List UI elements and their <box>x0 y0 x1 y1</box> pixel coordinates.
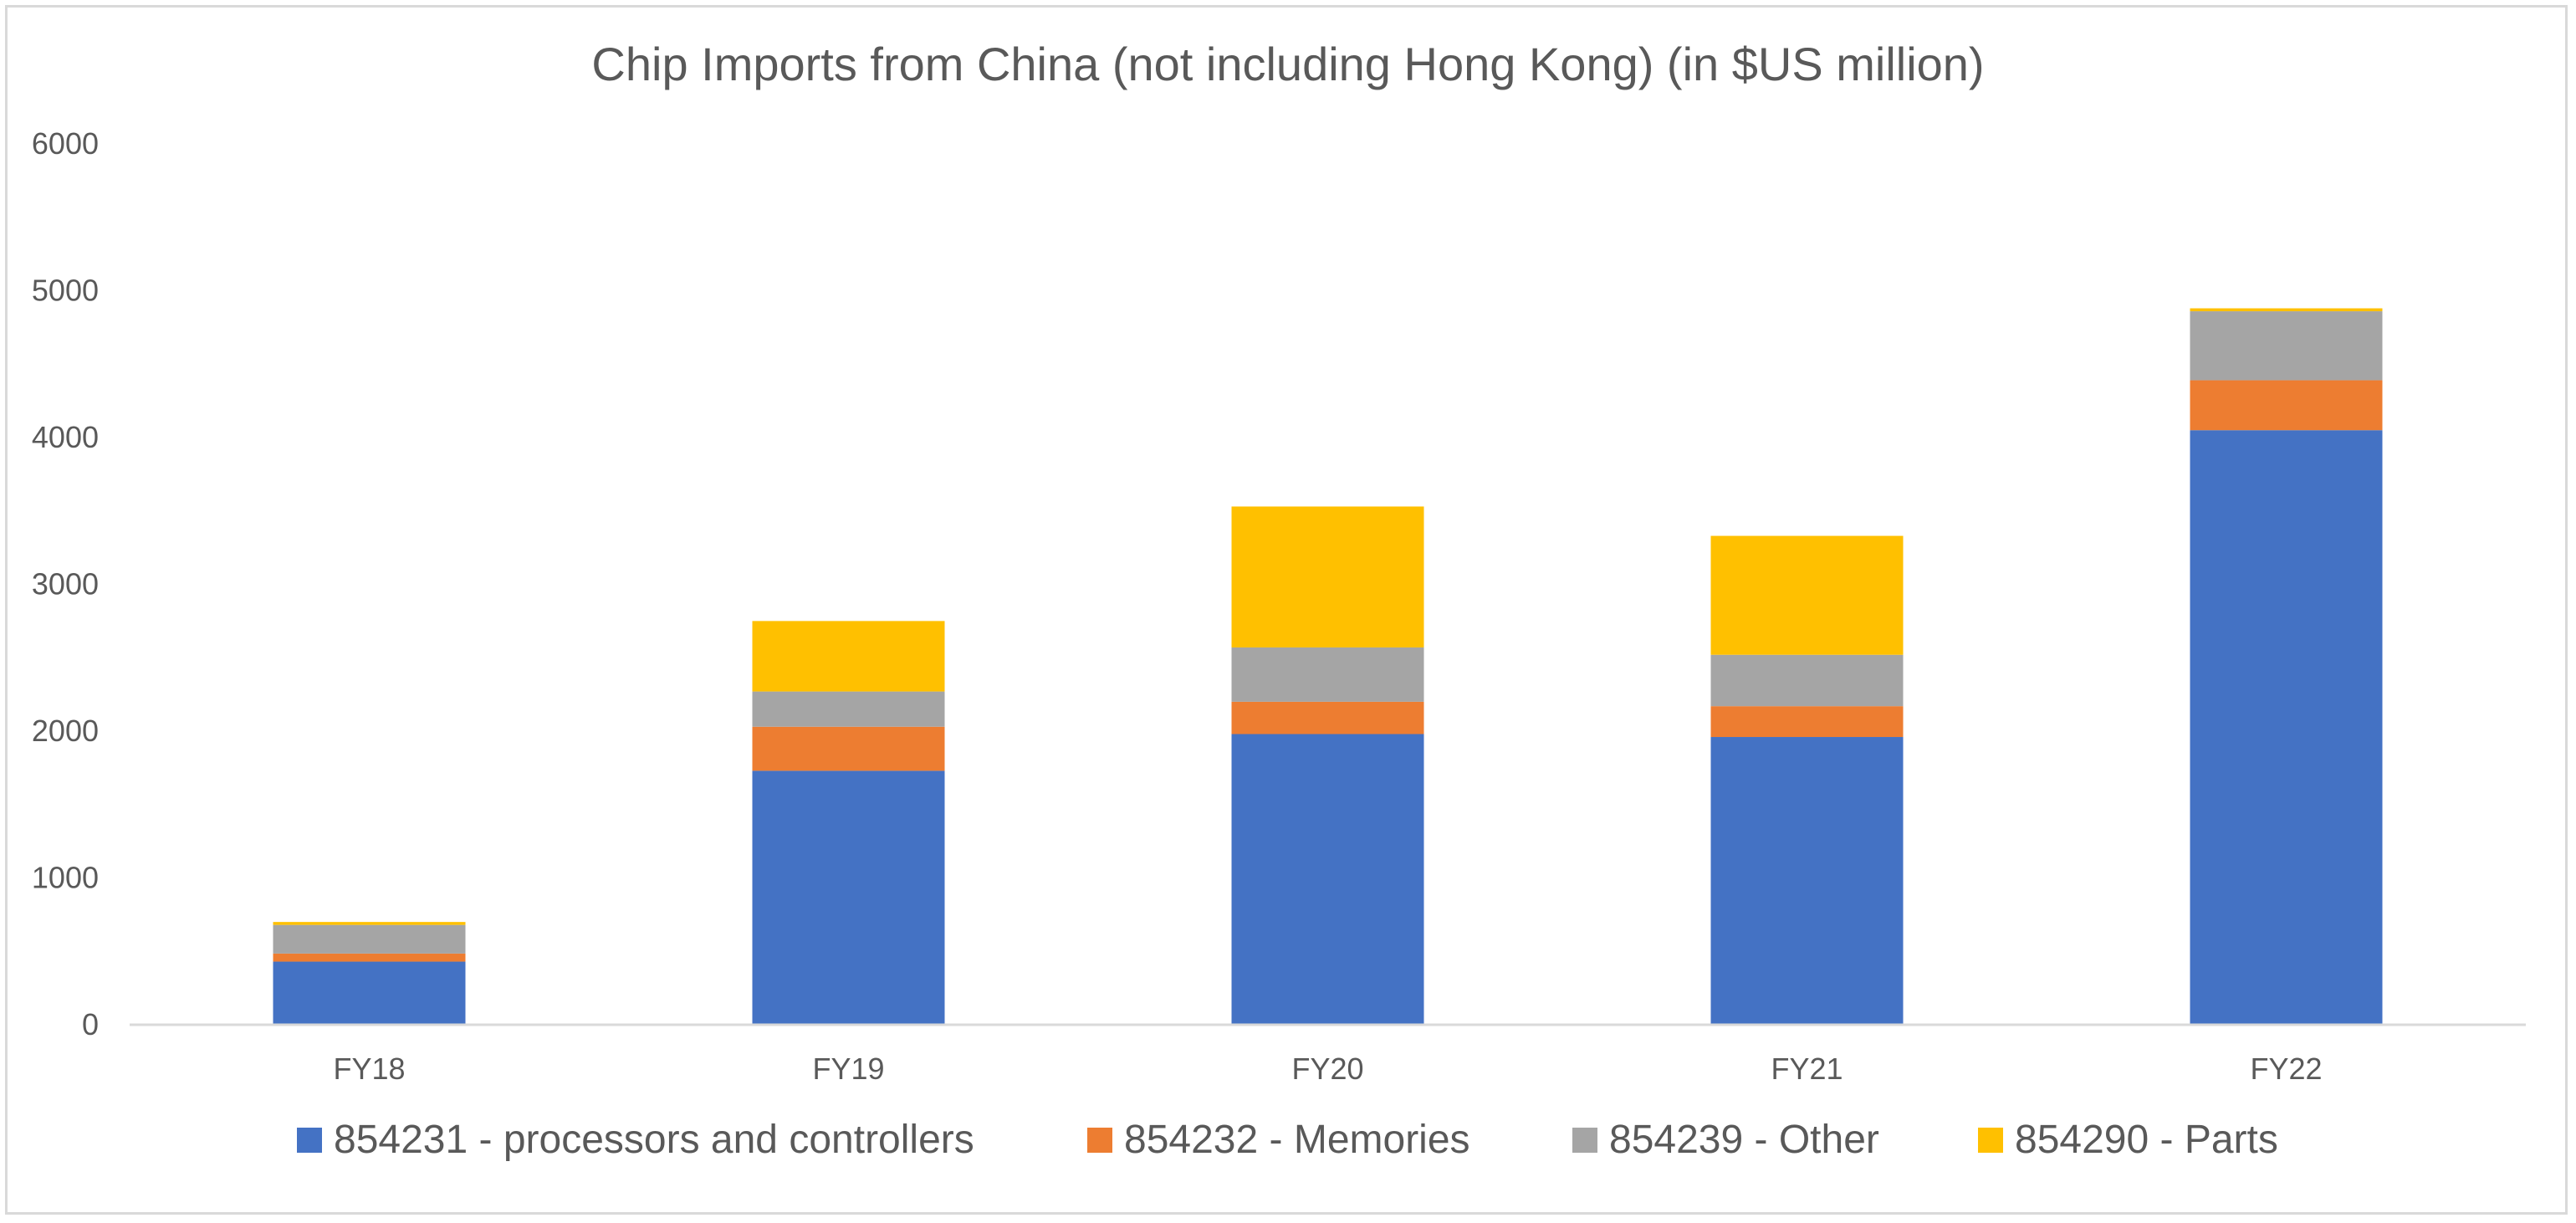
x-tick-label: FY19 <box>812 1052 884 1086</box>
bar-segment <box>1231 734 1424 1025</box>
legend-swatch <box>1978 1128 2003 1153</box>
legend-label: 854290 - Parts <box>2015 1118 2278 1162</box>
y-tick-label: 4000 <box>32 420 99 454</box>
bar-segment <box>1231 647 1424 702</box>
x-tick-label: FY20 <box>1291 1052 1363 1086</box>
bar-segment <box>1710 737 1904 1025</box>
bar-segment <box>2190 311 2383 381</box>
x-axis: FY18 FY19 FY20 FY21 FY22 <box>333 1052 2322 1086</box>
legend-swatch <box>297 1128 322 1153</box>
bar-segment <box>273 961 466 1025</box>
bar-segment <box>752 621 945 692</box>
bars <box>273 308 2383 1025</box>
y-tick-label: 6000 <box>32 126 99 161</box>
y-axis: 0 1000 2000 3000 4000 5000 6000 <box>32 126 99 1041</box>
bar-segment <box>752 770 945 1025</box>
legend: 854231 - processors and controllers 85423… <box>297 1118 2278 1162</box>
legend-label: 854239 - Other <box>1609 1118 1879 1162</box>
bar-segment <box>1710 535 1904 655</box>
legend-label: 854231 - processors and controllers <box>334 1118 974 1162</box>
bar-segment <box>2190 380 2383 431</box>
legend-swatch <box>1572 1128 1597 1153</box>
bar-segment <box>2190 430 2383 1025</box>
legend-swatch <box>1087 1128 1112 1153</box>
bar-segment <box>2190 308 2383 312</box>
x-tick-label: FY18 <box>333 1052 405 1086</box>
y-tick-label: 2000 <box>32 714 99 748</box>
bar-segment <box>273 953 466 962</box>
bar-segment <box>273 922 466 925</box>
bar-segment <box>273 924 466 954</box>
legend-label: 854232 - Memories <box>1124 1118 1470 1162</box>
y-tick-label: 1000 <box>32 861 99 895</box>
bar-segment <box>752 726 945 771</box>
y-tick-label: 3000 <box>32 567 99 601</box>
y-tick-label: 5000 <box>32 274 99 308</box>
bar-segment <box>1231 506 1424 647</box>
bar-segment <box>1710 654 1904 707</box>
bar-segment <box>752 691 945 727</box>
bar-segment <box>1710 706 1904 738</box>
bar-segment <box>1231 701 1424 734</box>
x-tick-label: FY21 <box>1771 1052 1843 1086</box>
chart-title: Chip Imports from China (not including H… <box>591 38 1984 90</box>
y-tick-label: 0 <box>82 1007 99 1041</box>
x-tick-label: FY22 <box>2250 1052 2322 1086</box>
